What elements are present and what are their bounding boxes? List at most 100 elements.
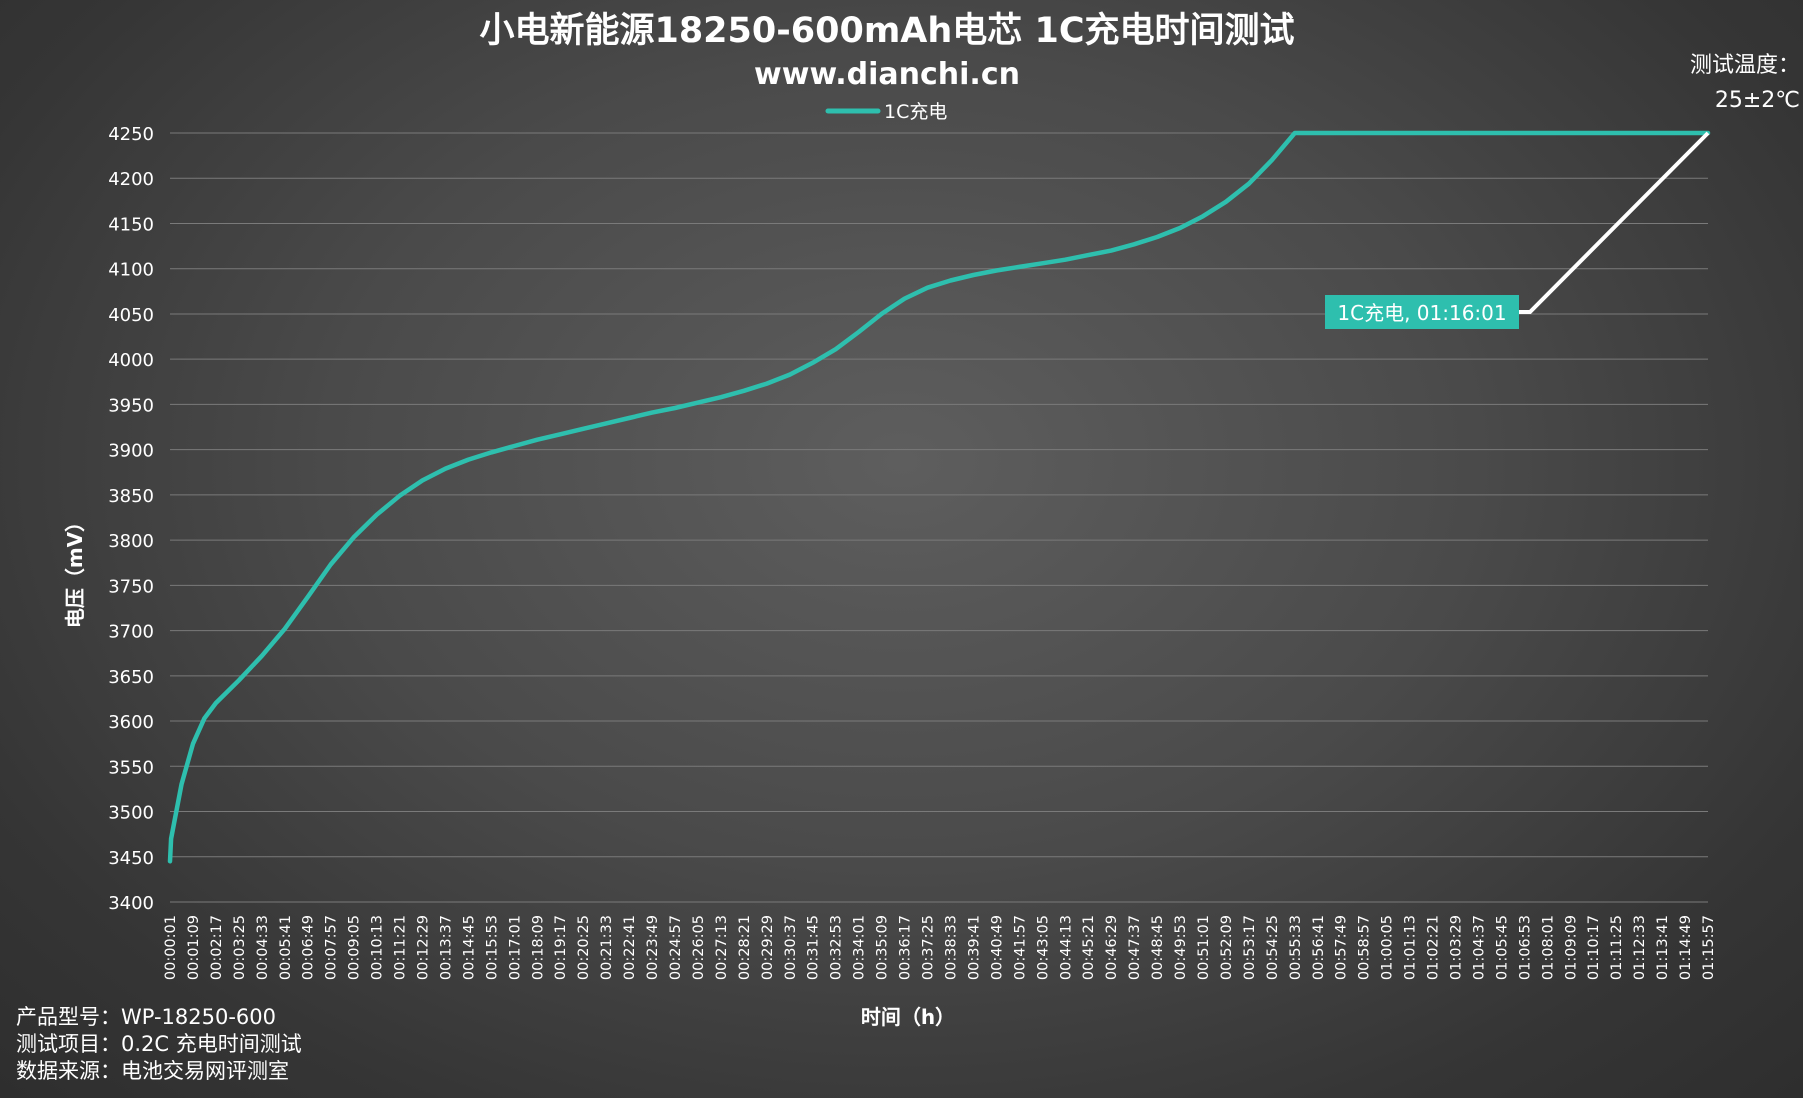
x-tick-label: 00:48:45 <box>1150 915 1166 980</box>
grid-lines <box>170 132 1708 903</box>
y-tick-label: 3850 <box>108 486 154 507</box>
x-tick-label: 00:29:29 <box>760 915 776 980</box>
x-tick-label: 00:30:37 <box>783 915 799 980</box>
x-tick-label: 00:55:33 <box>1288 915 1304 980</box>
temperature-value: 25±2℃ <box>1714 88 1800 113</box>
x-tick-label: 01:15:57 <box>1701 915 1717 980</box>
x-tick-label: 00:11:21 <box>393 915 409 980</box>
info-model: 产品型号：WP-18250-600 <box>16 1005 277 1029</box>
test-info-block: 产品型号：WP-18250-600 测试项目：0.2C 充电时间测试 数据来源：… <box>16 1004 302 1085</box>
x-tick-label: 01:11:25 <box>1609 915 1625 980</box>
x-tick-label: 00:58:57 <box>1357 915 1373 980</box>
annotation-label-box <box>1325 295 1519 329</box>
x-axis-ticks: 00:00:01 00:01:09 00:02:17 00:03:25 00:04:33… <box>163 915 1717 980</box>
x-tick-label: 00:52:09 <box>1219 915 1235 980</box>
x-tick-label: 00:57:49 <box>1334 915 1350 980</box>
info-test-item: 测试项目：0.2C 充电时间测试 <box>16 1032 302 1056</box>
x-tick-label: 00:00:01 <box>163 915 179 980</box>
x-tick-label: 00:06:49 <box>301 915 317 980</box>
y-tick-label: 3550 <box>108 757 154 778</box>
x-tick-label: 00:04:33 <box>255 915 271 980</box>
x-tick-label: 00:40:49 <box>989 915 1005 980</box>
x-tick-label: 00:44:13 <box>1058 915 1074 980</box>
annotation-label: 1C充电, 01:16:01 <box>1337 301 1506 325</box>
x-tick-label: 00:51:01 <box>1196 915 1212 980</box>
x-tick-label: 00:37:25 <box>921 915 937 980</box>
x-tick-label: 01:02:21 <box>1426 915 1442 980</box>
x-tick-label: 00:56:41 <box>1311 915 1327 980</box>
x-tick-label: 01:06:53 <box>1517 915 1533 980</box>
end-annotation: 1C充电, 01:16:01 <box>1325 131 1710 329</box>
y-tick-label: 3800 <box>108 531 154 552</box>
x-tick-label: 00:36:17 <box>898 915 914 980</box>
series-line-1c-charge <box>167 130 1711 864</box>
x-tick-label: 00:09:05 <box>347 915 363 980</box>
x-tick-label: 00:45:21 <box>1081 915 1097 980</box>
x-tick-label: 00:35:09 <box>875 915 891 980</box>
y-tick-label: 3900 <box>108 441 154 462</box>
x-tick-label: 00:13:37 <box>438 915 454 980</box>
x-tick-label: 00:03:25 <box>232 915 248 980</box>
y-tick-label: 4000 <box>108 350 154 371</box>
x-tick-label: 00:15:53 <box>484 915 500 980</box>
x-tick-label: 00:23:49 <box>645 915 661 980</box>
x-tick-label: 00:19:17 <box>553 915 569 980</box>
x-tick-label: 00:21:33 <box>599 915 615 980</box>
x-tick-label: 00:43:05 <box>1035 915 1051 980</box>
x-tick-label: 00:49:53 <box>1173 915 1189 980</box>
legend-label: 1C充电 <box>884 101 947 123</box>
y-tick-label: 3400 <box>108 893 154 914</box>
x-tick-label: 00:39:41 <box>966 915 982 980</box>
chart-title: 小电新能源18250-600mAh电芯 1C充电时间测试 <box>479 11 1294 51</box>
y-axis-ticks: 3400 3450 3500 3550 3600 3650 3700 3750 3800 3850… <box>108 124 154 914</box>
y-tick-label: 3600 <box>108 712 154 733</box>
y-tick-label: 4050 <box>108 305 154 326</box>
x-tick-label: 01:08:01 <box>1540 915 1556 980</box>
test-temperature: 测试温度： 25±2℃ <box>1660 48 1800 118</box>
x-tick-label: 00:12:29 <box>416 915 432 980</box>
x-tick-label: 00:20:25 <box>576 915 592 980</box>
y-tick-label: 4250 <box>108 124 154 145</box>
x-tick-label: 00:27:13 <box>714 915 730 980</box>
x-tick-label: 00:54:25 <box>1265 915 1281 980</box>
chart-legend: 1C充电 <box>825 101 947 123</box>
x-tick-label: 00:53:17 <box>1242 915 1258 980</box>
info-data-source: 数据来源：电池交易网评测室 <box>16 1059 289 1083</box>
x-tick-label: 01:09:09 <box>1563 915 1579 980</box>
x-tick-label: 00:05:41 <box>278 915 294 980</box>
y-tick-label: 3700 <box>108 622 154 643</box>
x-tick-label: 00:28:21 <box>737 915 753 980</box>
x-tick-label: 00:26:05 <box>691 915 707 980</box>
temperature-label: 测试温度： <box>1689 53 1800 78</box>
x-tick-label: 01:12:33 <box>1632 915 1648 980</box>
x-tick-label: 00:22:41 <box>622 915 638 980</box>
x-tick-label: 00:14:45 <box>461 915 477 980</box>
y-tick-label: 3950 <box>108 395 154 416</box>
x-tick-label: 00:01:09 <box>186 915 202 980</box>
x-tick-label: 01:14:49 <box>1678 915 1694 980</box>
y-tick-label: 3750 <box>108 576 154 597</box>
y-tick-label: 4100 <box>108 260 154 281</box>
x-tick-label: 01:13:41 <box>1655 915 1671 980</box>
y-axis-title: 电压（mV） <box>63 512 87 628</box>
x-tick-label: 01:10:17 <box>1586 915 1602 980</box>
x-tick-label: 00:47:37 <box>1127 915 1143 980</box>
y-tick-label: 4200 <box>108 169 154 190</box>
x-tick-label: 00:38:33 <box>943 915 959 980</box>
x-tick-label: 00:02:17 <box>209 915 225 980</box>
y-tick-label: 3500 <box>108 803 154 824</box>
x-axis-title: 时间（h） <box>861 1005 955 1029</box>
x-tick-label: 00:34:01 <box>852 915 868 980</box>
x-tick-label: 00:41:57 <box>1012 915 1028 980</box>
x-tick-label: 00:24:57 <box>668 915 684 980</box>
x-tick-label: 00:10:13 <box>370 915 386 980</box>
x-tick-label: 01:04:37 <box>1471 915 1487 980</box>
x-tick-label: 00:32:53 <box>829 915 845 980</box>
y-tick-label: 3650 <box>108 667 154 688</box>
x-tick-label: 00:18:09 <box>530 915 546 980</box>
x-tick-label: 01:00:05 <box>1380 915 1396 980</box>
y-tick-label: 4150 <box>108 214 154 235</box>
x-tick-label: 00:31:45 <box>806 915 822 980</box>
x-tick-label: 00:07:57 <box>324 915 340 980</box>
